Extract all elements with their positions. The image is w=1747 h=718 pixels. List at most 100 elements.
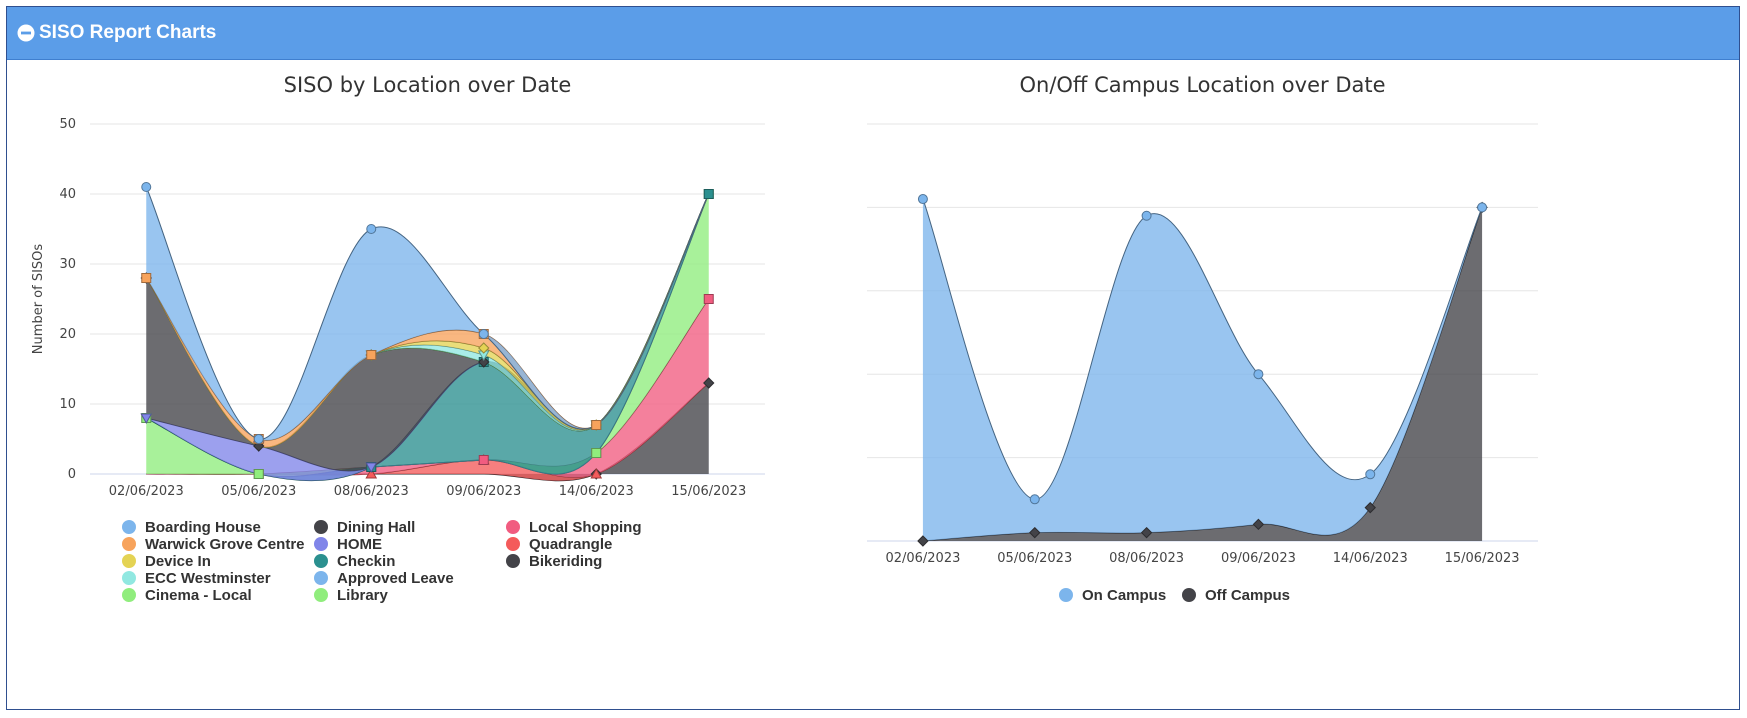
legend-symbol bbox=[314, 571, 328, 585]
legend-item-home[interactable]: HOME bbox=[314, 536, 382, 553]
legend-label: Quadrangle bbox=[529, 536, 612, 553]
y-tick-label: 50 bbox=[59, 117, 76, 132]
legend-item-cinema-local[interactable]: Cinema - Local bbox=[122, 587, 252, 604]
x-tick-label: 05/06/2023 bbox=[997, 551, 1072, 566]
legend-label: HOME bbox=[337, 536, 382, 553]
legend-item-boarding-house[interactable]: Boarding House bbox=[122, 519, 261, 536]
legend-symbol bbox=[1059, 588, 1073, 602]
x-tick-label: 08/06/2023 bbox=[1109, 551, 1184, 566]
off-campus-area bbox=[922, 207, 1483, 541]
on-campus-point bbox=[1141, 210, 1152, 221]
legend-label: Local Shopping bbox=[529, 519, 642, 536]
legend-item-warwick-grove-centre[interactable]: Warwick Grove Centre bbox=[122, 536, 305, 553]
legend-symbol bbox=[122, 537, 136, 551]
legend-symbol bbox=[122, 588, 136, 602]
x-tick-label: 15/06/2023 bbox=[1445, 551, 1520, 566]
x-tick-label: 09/06/2023 bbox=[1221, 551, 1296, 566]
legend-symbol bbox=[506, 520, 520, 534]
legend-item-bikeriding[interactable]: Bikeriding bbox=[506, 553, 602, 570]
on-off-campus-chart: On/Off Campus Location over Date01020304… bbox=[867, 73, 1538, 604]
legend-item-quadrangle[interactable]: Quadrangle bbox=[506, 536, 612, 553]
home-point bbox=[365, 462, 378, 474]
legend-label: Device In bbox=[145, 553, 211, 570]
legend-item-approved-leave[interactable]: Approved Leave bbox=[314, 570, 454, 587]
legend-item-dining-hall[interactable]: Dining Hall bbox=[314, 519, 415, 536]
off-campus-point bbox=[1364, 501, 1376, 514]
x-tick-label: 14/06/2023 bbox=[1333, 551, 1408, 566]
library-point bbox=[591, 448, 602, 458]
series-markers bbox=[140, 182, 715, 480]
off-campus-point bbox=[1029, 526, 1041, 539]
boarding-house-point bbox=[253, 434, 264, 444]
legend-symbol bbox=[122, 571, 136, 585]
x-tick-label: 08/06/2023 bbox=[334, 484, 409, 499]
panel-header: SISO Report Charts bbox=[7, 7, 1739, 60]
x-tick-label: 14/06/2023 bbox=[559, 484, 634, 499]
legend-symbol bbox=[314, 520, 328, 534]
x-tick-label: 05/06/2023 bbox=[221, 484, 296, 499]
boarding-house-point bbox=[478, 329, 489, 339]
legend-label: Warwick Grove Centre bbox=[145, 536, 305, 553]
legend-label: Approved Leave bbox=[337, 570, 454, 587]
on-campus-area bbox=[922, 199, 1483, 541]
legend-label: Boarding House bbox=[145, 519, 261, 536]
legend-label: Library bbox=[337, 587, 389, 604]
legend-item-checkin[interactable]: Checkin bbox=[314, 553, 395, 570]
legend-symbol bbox=[314, 554, 328, 568]
warwick-grove-centre-point bbox=[591, 420, 602, 430]
siso-by-location-chart: SISO by Location over Date 0 10 20 30 40 50 Num… bbox=[31, 73, 765, 604]
boarding-house-line bbox=[145, 186, 710, 440]
y-tick-label: 10 bbox=[59, 397, 76, 412]
bikeriding-area bbox=[146, 383, 709, 481]
legend-label: Bikeriding bbox=[529, 553, 602, 570]
home-point bbox=[140, 413, 153, 425]
x-tick-label: 09/06/2023 bbox=[446, 484, 521, 499]
boarding-house-area bbox=[146, 187, 709, 441]
boarding-house-point bbox=[141, 182, 152, 192]
x-tick-label: 02/06/2023 bbox=[885, 551, 960, 566]
legend-item-off-campus[interactable]: Off Campus bbox=[1182, 587, 1290, 604]
legend-label: ECC Westminster bbox=[145, 570, 271, 587]
warwick-grove-centre-point bbox=[366, 350, 377, 360]
y-axis-label: Number of SISOs bbox=[31, 244, 46, 355]
chart-title: On/Off Campus Location over Date bbox=[1019, 73, 1385, 97]
local-shopping-point bbox=[703, 294, 714, 304]
on-campus-point bbox=[917, 194, 928, 205]
off-campus-point bbox=[1252, 518, 1265, 531]
legend-symbol bbox=[122, 520, 136, 534]
legend-item-library[interactable]: Library bbox=[314, 587, 389, 604]
bikeriding-point bbox=[703, 377, 715, 389]
warwick-grove-centre-point bbox=[141, 273, 152, 283]
legend-symbol bbox=[314, 588, 328, 602]
quadrangle-point bbox=[365, 467, 378, 479]
series-areas bbox=[922, 198, 1483, 542]
checkin-area bbox=[146, 194, 709, 481]
legend-symbol bbox=[1182, 588, 1196, 602]
chart-title: SISO by Location over Date bbox=[284, 73, 572, 97]
on-campus-point bbox=[1365, 469, 1376, 480]
device-in-point bbox=[478, 342, 490, 354]
boarding-house-point bbox=[366, 224, 377, 234]
y-tick-label: 40 bbox=[59, 187, 76, 202]
y-tick-label: 20 bbox=[59, 327, 76, 342]
on-campus-line bbox=[922, 198, 1483, 500]
quadrangle-point bbox=[590, 467, 603, 479]
legend-item-device-in[interactable]: Device In bbox=[122, 553, 211, 570]
legend-label: On Campus bbox=[1082, 587, 1166, 604]
local-shopping-point bbox=[478, 455, 489, 465]
legend-item-ecc-westminster[interactable]: ECC Westminster bbox=[122, 570, 271, 587]
collapse-icon[interactable] bbox=[17, 24, 35, 42]
off-campus-point bbox=[1140, 526, 1153, 539]
checkin-point bbox=[703, 189, 714, 199]
x-tick-label: 15/06/2023 bbox=[671, 484, 746, 499]
y-tick-label: 0 bbox=[68, 467, 76, 482]
off-campus-point bbox=[917, 535, 929, 547]
legend-item-local-shopping[interactable]: Local Shopping bbox=[506, 519, 642, 536]
legend-symbol bbox=[506, 537, 520, 551]
legend-label: Dining Hall bbox=[337, 519, 415, 536]
on-campus-point bbox=[1253, 369, 1264, 380]
legend-item-on-campus[interactable]: On Campus bbox=[1059, 587, 1166, 604]
legend-symbol bbox=[314, 537, 328, 551]
on-campus-point bbox=[1477, 202, 1488, 213]
dining-hall-point bbox=[478, 356, 490, 368]
